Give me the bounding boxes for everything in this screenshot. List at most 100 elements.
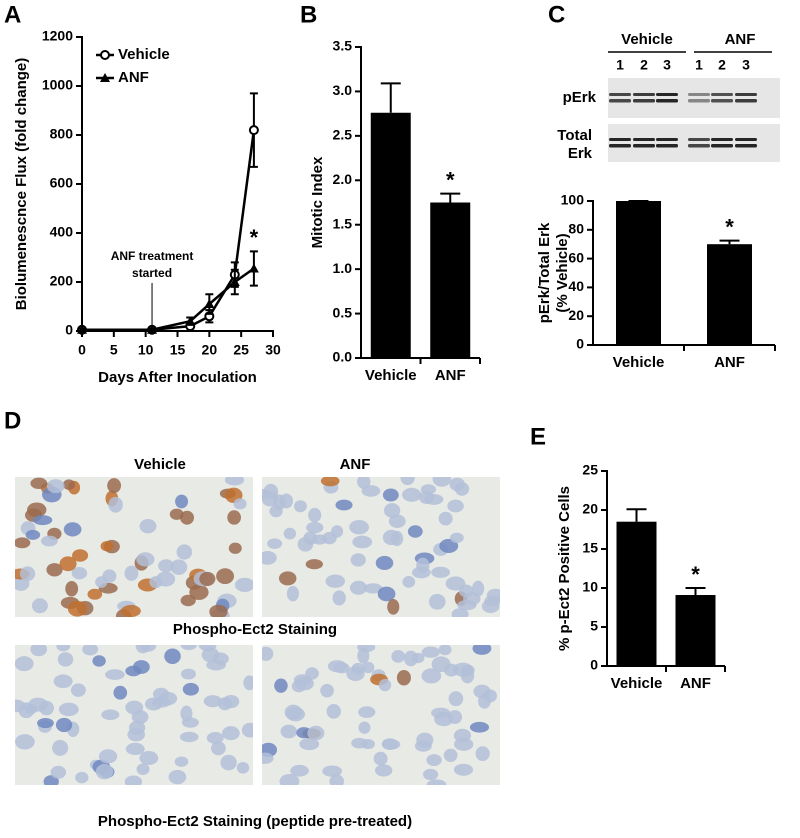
nucleus — [67, 600, 87, 617]
point — [248, 125, 259, 136]
y-tick-label: 20 — [582, 501, 598, 517]
nucleus — [407, 525, 423, 538]
blot-band — [711, 99, 733, 103]
nucleus — [351, 737, 368, 749]
nucleus — [124, 565, 139, 581]
legend-marker — [100, 50, 110, 60]
nucleus — [82, 645, 99, 656]
nucleus — [358, 721, 371, 734]
lane-label: 3 — [663, 57, 671, 73]
nucleus — [206, 731, 224, 744]
nucleus — [133, 660, 150, 674]
x-axis-label: Days After Inoculation — [98, 369, 257, 386]
blot-band — [711, 138, 733, 141]
annotation: ANF treatment — [111, 249, 194, 263]
error-bar — [626, 508, 647, 522]
bar — [430, 202, 471, 358]
blot-row-label: Total — [557, 127, 592, 144]
significance: * — [691, 562, 700, 587]
nucleus — [450, 532, 464, 544]
error-bar — [380, 82, 401, 113]
y-tick-label: 1000 — [42, 77, 73, 93]
y-tick-label: 80 — [568, 221, 584, 237]
bar — [616, 521, 657, 666]
y-tick-label: 20 — [568, 307, 584, 323]
nucleus — [52, 739, 69, 756]
nucleus — [217, 697, 232, 711]
nucleus — [176, 544, 193, 560]
nucleus — [438, 645, 452, 656]
x-tick-label: Vehicle — [611, 675, 663, 692]
column-header: Vehicle — [134, 456, 186, 473]
nucleus — [180, 668, 196, 680]
x-tick-label: Vehicle — [365, 367, 417, 384]
y-tick-label: 10 — [582, 579, 598, 595]
x-tick-label: 5 — [110, 342, 118, 358]
nucleus — [332, 590, 346, 606]
nucleus — [59, 556, 77, 572]
nucleus — [87, 588, 103, 600]
nucleus — [418, 491, 435, 504]
nucleus — [357, 645, 376, 653]
nucleus — [243, 675, 253, 691]
y-tick-label: 1.0 — [333, 260, 353, 276]
x-tick-label: ANF — [680, 675, 711, 692]
lane-label: 1 — [616, 57, 624, 73]
nucleus — [179, 731, 199, 743]
nucleus — [31, 598, 48, 614]
nucleus — [182, 682, 199, 696]
legend-label: ANF — [118, 69, 149, 86]
nucleus — [377, 586, 396, 602]
nucleus — [72, 549, 89, 562]
nucleus — [136, 552, 155, 567]
lane-label: 2 — [718, 57, 726, 73]
nucleus — [180, 705, 193, 722]
micrograph-cells — [15, 477, 253, 617]
nucleus — [56, 645, 71, 652]
micrograph-cells — [15, 645, 253, 785]
error-bar — [440, 192, 461, 203]
nucleus — [71, 566, 88, 580]
blot-row-label: Erk — [568, 145, 593, 162]
y-axis-label: pErk/Total Erk — [536, 222, 553, 323]
blot-band — [609, 99, 631, 103]
nucleus — [403, 650, 418, 667]
nucleus — [382, 529, 400, 546]
nucleus — [95, 576, 108, 589]
nucleus — [431, 566, 451, 578]
blot-membrane — [608, 78, 780, 118]
x-tick-label: ANF — [714, 354, 745, 371]
nucleus — [236, 761, 250, 774]
blot-band — [656, 99, 678, 103]
y-tick-label: 5 — [590, 618, 598, 634]
blot-band — [609, 138, 631, 141]
y-axis-label: % p-Ect2 Positive Cells — [556, 486, 573, 651]
nucleus — [358, 706, 376, 718]
nucleus — [352, 535, 373, 549]
nucleus — [105, 669, 125, 680]
y-tick-label: 400 — [50, 224, 74, 240]
error-bar — [719, 239, 740, 245]
nucleus — [382, 488, 399, 502]
nucleus — [320, 683, 334, 698]
y-tick-label: 25 — [582, 462, 598, 478]
nucleus — [335, 499, 353, 511]
blot-band — [735, 138, 757, 141]
caption: Phospho-Ect2 Staining (peptide pre-treat… — [98, 813, 412, 830]
nucleus — [125, 742, 145, 756]
nucleus — [375, 555, 394, 571]
nucleus — [387, 598, 400, 615]
x-tick-label: 20 — [202, 342, 218, 358]
nucleus — [421, 646, 440, 658]
nucleus — [445, 576, 466, 591]
nucleus — [168, 769, 187, 785]
nucleus — [283, 527, 297, 540]
nucleus — [267, 538, 283, 549]
nucleus — [326, 703, 341, 719]
nucleus — [363, 583, 383, 594]
blot-band — [711, 144, 733, 148]
nucleus — [203, 695, 222, 708]
y-axis-label: Biolumenescnce Flux (fold change) — [13, 58, 30, 311]
nucleus — [297, 537, 314, 552]
point — [77, 324, 87, 334]
